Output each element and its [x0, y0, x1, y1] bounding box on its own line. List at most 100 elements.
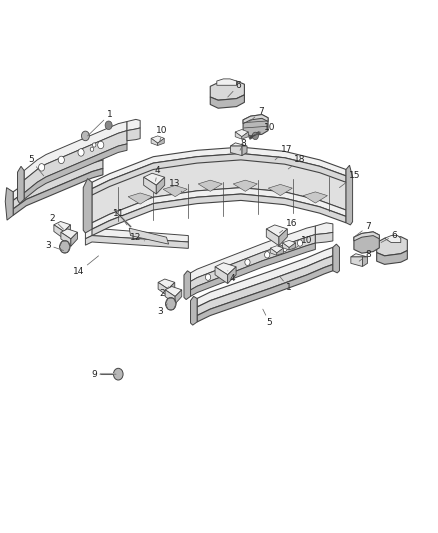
Polygon shape [235, 132, 242, 139]
Circle shape [297, 240, 303, 246]
Polygon shape [85, 236, 188, 248]
Text: 10: 10 [255, 124, 275, 135]
Text: 2: 2 [50, 214, 64, 229]
Polygon shape [64, 225, 71, 239]
Circle shape [98, 141, 104, 149]
Circle shape [105, 121, 112, 130]
Text: 16: 16 [279, 220, 297, 233]
Polygon shape [351, 254, 367, 257]
Polygon shape [54, 222, 71, 231]
Text: 6: 6 [228, 81, 242, 97]
Text: 1: 1 [280, 277, 292, 292]
Polygon shape [385, 236, 401, 243]
Polygon shape [85, 228, 188, 242]
Polygon shape [289, 243, 296, 250]
Text: 2: 2 [159, 287, 169, 297]
Polygon shape [92, 194, 346, 236]
Polygon shape [158, 139, 164, 146]
Polygon shape [279, 229, 287, 246]
Polygon shape [168, 282, 175, 296]
Text: 3: 3 [45, 241, 64, 251]
Polygon shape [243, 115, 268, 124]
Polygon shape [217, 79, 237, 85]
Polygon shape [243, 115, 268, 136]
Polygon shape [270, 248, 277, 255]
Polygon shape [5, 188, 13, 220]
Polygon shape [83, 179, 92, 233]
Circle shape [92, 143, 96, 147]
Polygon shape [175, 290, 182, 304]
Polygon shape [24, 122, 127, 180]
Polygon shape [230, 146, 242, 156]
Polygon shape [333, 244, 339, 273]
Polygon shape [151, 139, 158, 146]
Polygon shape [61, 229, 78, 239]
Polygon shape [158, 279, 175, 289]
Polygon shape [191, 296, 197, 325]
Text: 4: 4 [155, 166, 160, 181]
Polygon shape [215, 266, 228, 284]
Polygon shape [184, 271, 191, 300]
Polygon shape [71, 232, 78, 246]
Polygon shape [377, 251, 407, 264]
Circle shape [58, 156, 64, 164]
Polygon shape [235, 130, 248, 136]
Polygon shape [24, 144, 127, 199]
Polygon shape [92, 188, 346, 229]
Polygon shape [144, 173, 165, 185]
Polygon shape [230, 143, 247, 146]
Polygon shape [158, 282, 168, 296]
Polygon shape [92, 154, 346, 195]
Polygon shape [242, 132, 248, 139]
Text: 8: 8 [240, 140, 246, 150]
Circle shape [166, 297, 176, 310]
Polygon shape [346, 165, 353, 225]
Polygon shape [303, 192, 327, 203]
Polygon shape [315, 223, 333, 235]
Text: 5: 5 [28, 156, 44, 176]
Circle shape [60, 240, 70, 253]
Polygon shape [151, 136, 164, 143]
Polygon shape [315, 232, 333, 243]
Polygon shape [54, 225, 64, 239]
Polygon shape [191, 226, 315, 281]
Polygon shape [377, 237, 407, 256]
Text: 15: 15 [339, 172, 360, 188]
Text: 5: 5 [263, 309, 272, 327]
Polygon shape [363, 257, 367, 266]
Polygon shape [283, 240, 296, 247]
Circle shape [81, 131, 89, 141]
Polygon shape [354, 232, 379, 253]
Polygon shape [266, 229, 279, 246]
Polygon shape [233, 180, 257, 191]
Polygon shape [277, 248, 283, 255]
Polygon shape [127, 128, 140, 141]
Polygon shape [210, 81, 244, 100]
Text: 6: 6 [381, 231, 397, 243]
Circle shape [265, 252, 270, 258]
Text: 10: 10 [156, 126, 168, 141]
Polygon shape [13, 151, 103, 200]
Text: 7: 7 [250, 108, 264, 122]
Text: 13: 13 [170, 180, 182, 192]
Circle shape [225, 266, 230, 273]
Polygon shape [92, 154, 346, 223]
Text: 4: 4 [228, 271, 235, 282]
Text: 14: 14 [73, 256, 99, 276]
Polygon shape [266, 225, 287, 237]
Text: 8: 8 [359, 251, 371, 261]
Polygon shape [197, 247, 333, 307]
Polygon shape [191, 243, 315, 296]
Text: 10: 10 [291, 237, 312, 251]
Text: 18: 18 [288, 156, 306, 169]
Polygon shape [24, 131, 127, 193]
Circle shape [252, 132, 258, 140]
Circle shape [245, 259, 250, 265]
Text: 11: 11 [113, 209, 127, 225]
Polygon shape [129, 228, 169, 244]
Polygon shape [215, 263, 236, 275]
Text: 3: 3 [157, 304, 167, 316]
Polygon shape [144, 177, 156, 194]
Polygon shape [165, 287, 182, 296]
Text: 7: 7 [354, 222, 371, 237]
